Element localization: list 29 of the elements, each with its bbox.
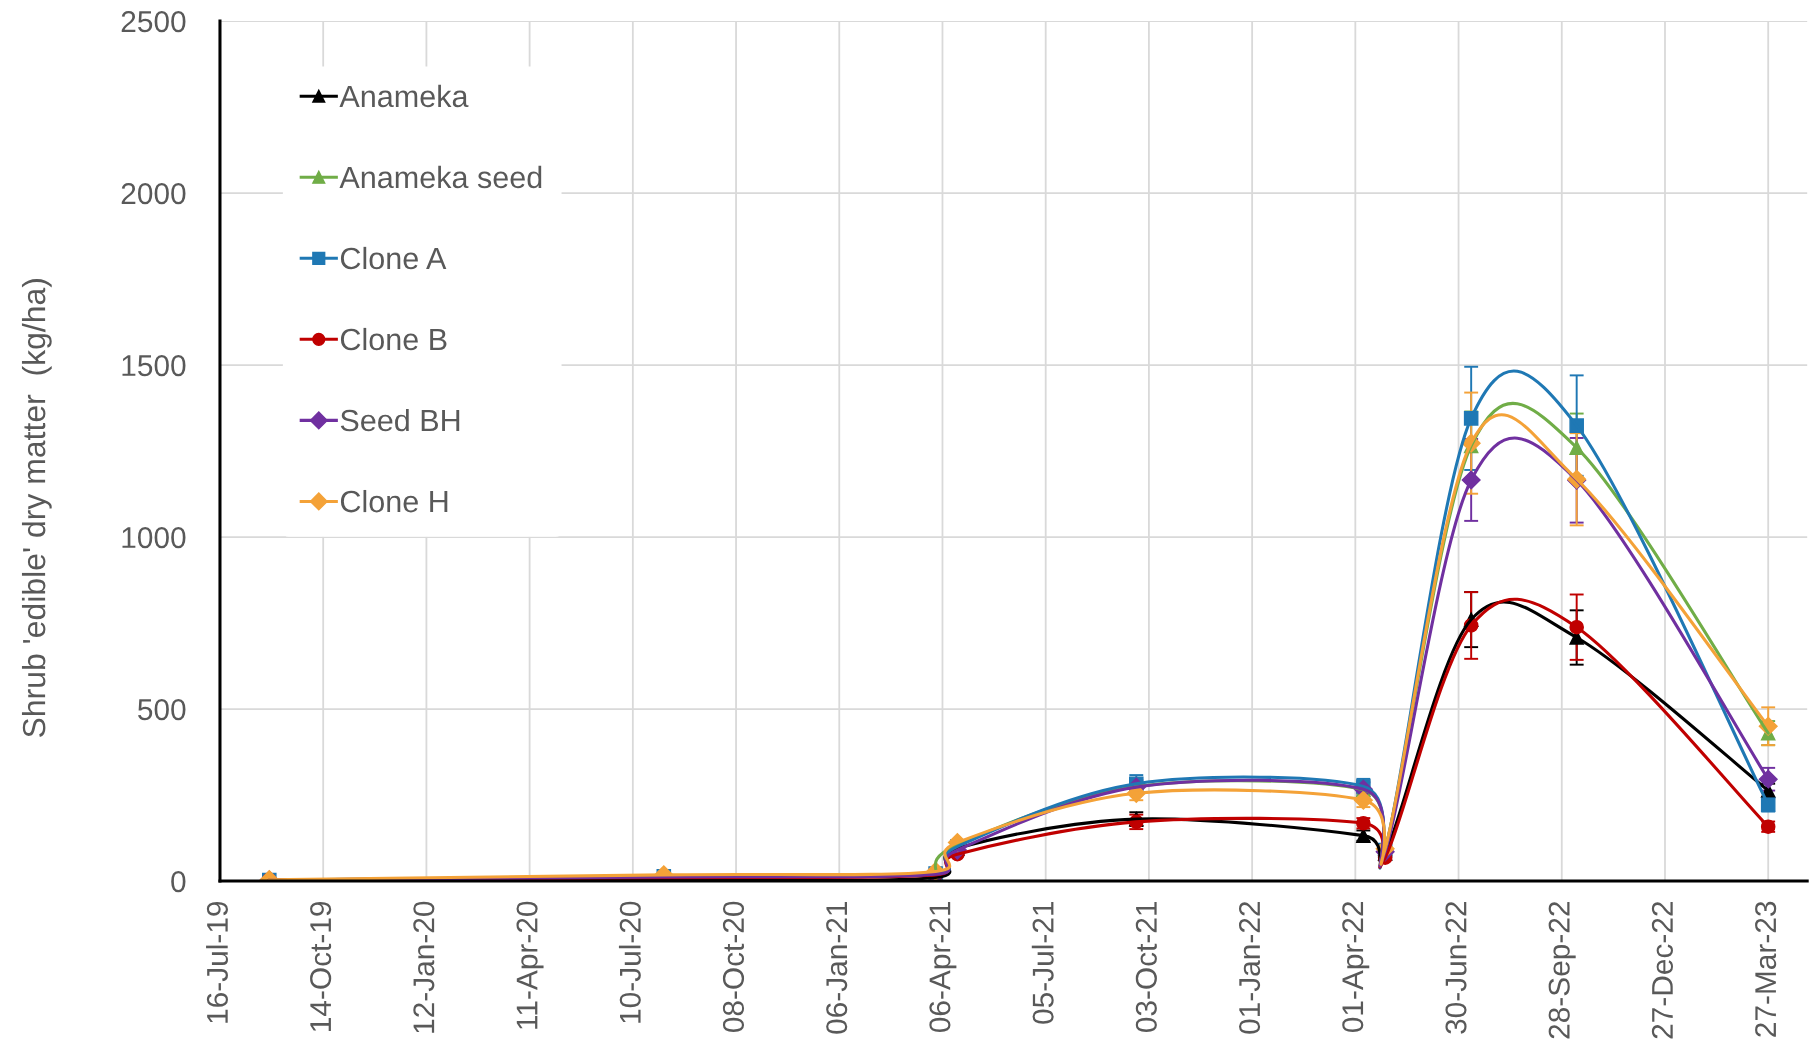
x-tick-label: 10-Jul-20 [618,901,641,1023]
x-tick-label: 08-Oct-20 [722,901,745,1033]
y-tick-label: 2500 [121,11,186,33]
x-tick-label: 03-Oct-21 [1135,901,1157,1033]
legend-label: Anameka seed [339,165,542,189]
legend-label: Clone B [340,327,447,351]
x-tick-label: 01-Apr-22 [1342,901,1370,1033]
x-tick-label: 06-Jan-21 [826,901,848,1034]
legend-label: Anameka [339,84,469,108]
x-tick-label: 11-Apr-20 [516,901,544,1029]
x-tick-label: 06-Apr-21 [929,901,957,1033]
x-tick-label: 14-Oct-19 [310,901,332,1031]
x-tick-label: 01-Jan-22 [1238,901,1261,1034]
y-tick-label: 1000 [122,527,186,549]
x-tick-label: 30-Jun-22 [1445,901,1467,1034]
legend-label: Clone A [340,246,447,270]
x-tick-label: 27-Mar-23 [1755,901,1777,1037]
x-tick-label: 27-Dec-22 [1651,901,1673,1039]
y-tick-label: 2000 [121,183,186,205]
y-tick-label: 0 [171,871,186,893]
y-tick-label: 1500 [122,355,186,377]
x-tick-label: 28-Sep-22 [1548,901,1576,1039]
x-tick-label: 05-Jul-21 [1031,901,1054,1024]
y-tick-label: 500 [138,699,186,721]
x-tick-label: 12-Jan-20 [413,901,435,1033]
x-tick-label: 16-Jul-19 [206,901,228,1023]
legend-label: Seed BH [340,408,460,432]
y-axis-title: Shrub 'edible' dry matter (kg/ha) [21,279,52,738]
legend-label: Clone H [340,489,448,513]
